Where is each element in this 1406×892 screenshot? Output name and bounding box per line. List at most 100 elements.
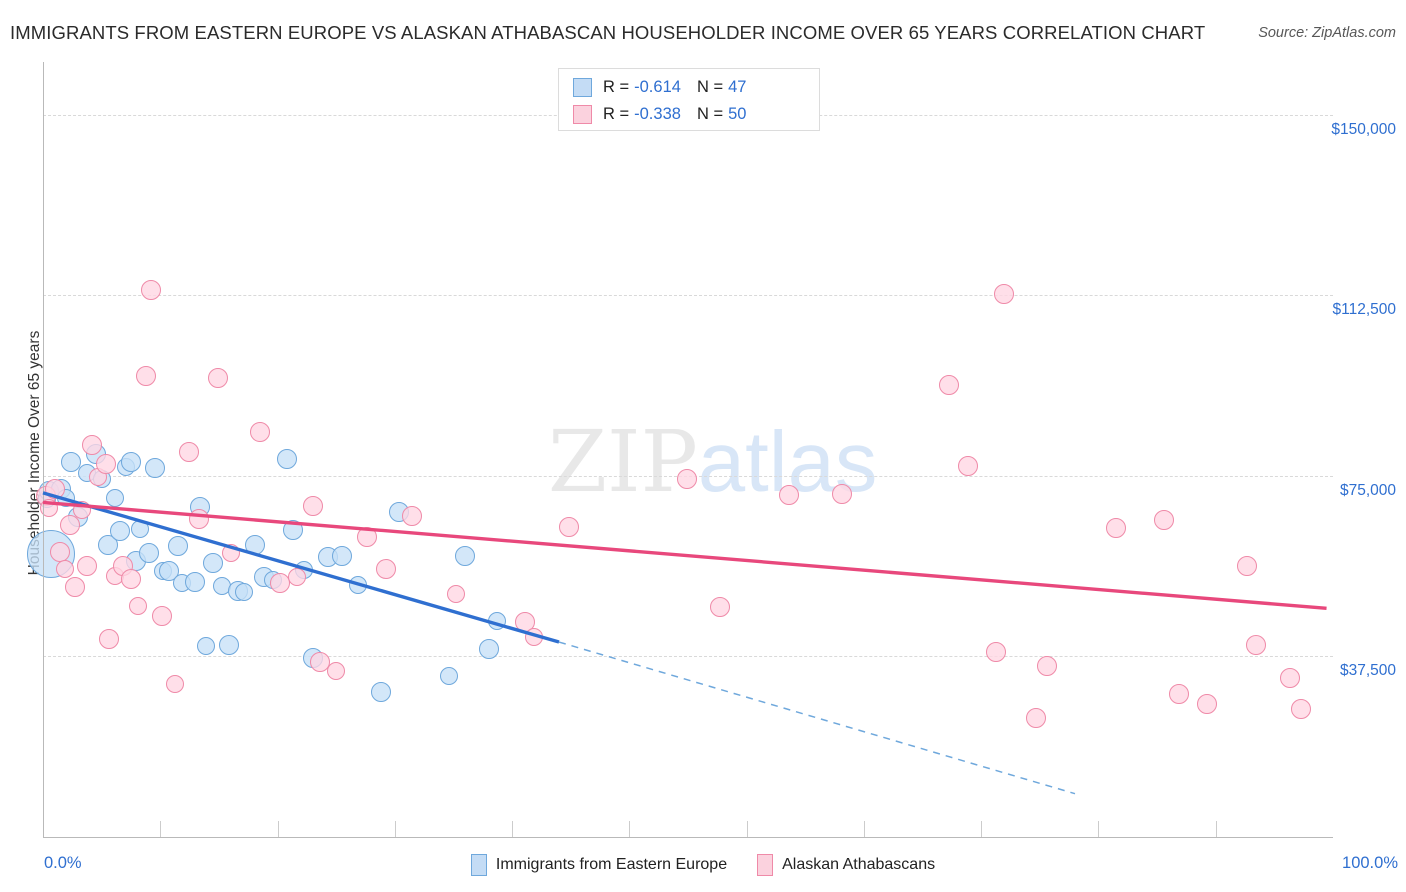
y-axis-title: Householder Income Over 65 years [26,330,43,576]
data-point-alaskan-athabascans[interactable] [96,453,117,474]
data-point-eastern-europe[interactable] [196,636,215,655]
data-point-alaskan-athabascans[interactable] [1245,634,1266,655]
data-point-alaskan-athabascans[interactable] [986,641,1007,662]
legend-r-value-pink: -0.338 [634,104,681,123]
y-axis-line [43,62,44,837]
data-point-eastern-europe[interactable] [218,635,239,656]
series-legend-item-alaskan-athabascans[interactable]: Alaskan Athabascans [757,854,935,876]
x-axis-min-label: 0.0% [44,854,82,872]
data-point-alaskan-athabascans[interactable] [676,469,697,490]
page-title: IMMIGRANTS FROM EASTERN EUROPE VS ALASKA… [10,22,1206,43]
data-point-alaskan-athabascans[interactable] [302,495,323,516]
data-point-alaskan-athabascans[interactable] [141,280,162,301]
data-point-alaskan-athabascans[interactable] [49,541,70,562]
x-axis-line [43,837,1333,838]
data-point-eastern-europe[interactable] [454,545,475,566]
data-point-alaskan-athabascans[interactable] [1154,510,1174,531]
series-legend: Immigrants from Eastern Europe Alaskan A… [0,850,1406,880]
gridline [43,295,1333,297]
x-axis-tick [746,821,748,837]
data-point-eastern-europe[interactable] [244,535,265,556]
data-point-eastern-europe[interactable] [283,520,304,541]
series-legend-item-eastern-europe[interactable]: Immigrants from Eastern Europe [470,854,728,876]
legend-n-value-pink: 50 [728,104,747,123]
data-point-alaskan-athabascans[interactable] [98,628,119,649]
data-point-eastern-europe[interactable] [440,666,459,685]
data-point-alaskan-athabascans[interactable] [288,568,307,587]
data-point-alaskan-athabascans[interactable] [1196,693,1217,714]
legend-r-value-blue: -0.614 [634,77,681,96]
data-point-eastern-europe[interactable] [168,536,189,557]
data-point-eastern-europe[interactable] [488,612,507,631]
data-point-alaskan-athabascans[interactable] [356,527,377,548]
data-point-eastern-europe[interactable] [348,576,367,595]
data-point-alaskan-athabascans[interactable] [44,478,65,499]
data-point-eastern-europe[interactable] [276,448,297,469]
data-point-alaskan-athabascans[interactable] [222,544,241,563]
legend-n-label-blue: N = [696,77,724,96]
data-point-alaskan-athabascans[interactable] [938,375,959,396]
x-axis-tick [277,821,279,837]
stats-legend-row-pink: R = -0.338 N = 50 [573,102,746,126]
data-point-alaskan-athabascans[interactable] [326,661,345,680]
data-point-alaskan-athabascans[interactable] [1106,517,1127,538]
legend-n-label-pink: N = [696,104,724,123]
data-point-eastern-europe[interactable] [332,545,353,566]
data-point-eastern-europe[interactable] [235,583,254,602]
data-point-alaskan-athabascans[interactable] [778,485,799,506]
data-point-alaskan-athabascans[interactable] [1026,708,1047,729]
data-point-eastern-europe[interactable] [145,458,166,479]
data-point-alaskan-athabascans[interactable] [151,606,172,627]
data-point-alaskan-athabascans[interactable] [208,367,229,388]
data-point-eastern-europe[interactable] [120,451,141,472]
data-point-alaskan-athabascans[interactable] [1169,683,1190,704]
x-axis-tick [629,821,631,837]
data-point-alaskan-athabascans[interactable] [136,365,157,386]
data-point-alaskan-athabascans[interactable] [72,501,91,520]
y-axis-tick-label: $150,000 [1331,120,1396,138]
data-point-alaskan-athabascans[interactable] [994,283,1015,304]
data-point-alaskan-athabascans[interactable] [401,506,422,527]
data-point-alaskan-athabascans[interactable] [559,516,580,537]
series-legend-label-eastern-europe: Immigrants from Eastern Europe [495,856,728,873]
data-point-alaskan-athabascans[interactable] [1236,555,1257,576]
data-point-alaskan-athabascans[interactable] [1290,698,1311,719]
data-point-alaskan-athabascans[interactable] [65,577,86,598]
data-point-eastern-europe[interactable] [106,488,125,507]
data-point-eastern-europe[interactable] [130,519,149,538]
data-point-eastern-europe[interactable] [185,572,206,593]
data-point-alaskan-athabascans[interactable] [446,585,465,604]
data-point-eastern-europe[interactable] [61,452,82,472]
data-point-alaskan-athabascans[interactable] [165,674,184,693]
data-point-alaskan-athabascans[interactable] [178,442,199,463]
x-axis-tick [160,821,162,837]
x-axis-tick [394,821,396,837]
data-point-alaskan-athabascans[interactable] [76,556,97,577]
data-point-alaskan-athabascans[interactable] [710,596,731,617]
data-point-eastern-europe[interactable] [370,682,391,703]
data-point-alaskan-athabascans[interactable] [249,422,270,443]
data-point-alaskan-athabascans[interactable] [957,455,978,476]
legend-swatch-blue-icon [573,77,592,97]
data-point-alaskan-athabascans[interactable] [376,558,397,579]
data-point-alaskan-athabascans[interactable] [55,559,74,578]
x-axis-tick [512,821,514,837]
data-point-eastern-europe[interactable] [203,552,224,573]
data-point-alaskan-athabascans[interactable] [120,568,141,589]
data-point-eastern-europe[interactable] [110,521,131,542]
data-point-alaskan-athabascans[interactable] [1036,656,1057,677]
series-legend-label-alaskan-athabascans: Alaskan Athabascans [782,856,936,873]
data-point-alaskan-athabascans[interactable] [831,483,852,504]
data-point-alaskan-athabascans[interactable] [310,652,331,673]
x-axis-tick [1098,821,1100,837]
data-point-alaskan-athabascans[interactable] [1280,668,1301,689]
data-point-eastern-europe[interactable] [138,543,159,564]
data-point-alaskan-athabascans[interactable] [129,597,148,616]
x-axis-max-label: 100.0% [1342,854,1398,872]
data-point-alaskan-athabascans[interactable] [189,508,210,529]
y-axis-tick-label: $75,000 [1339,481,1396,499]
data-point-alaskan-athabascans[interactable] [525,627,544,646]
data-point-alaskan-athabascans[interactable] [82,435,103,456]
y-axis-tick-label: $112,500 [1332,301,1397,319]
